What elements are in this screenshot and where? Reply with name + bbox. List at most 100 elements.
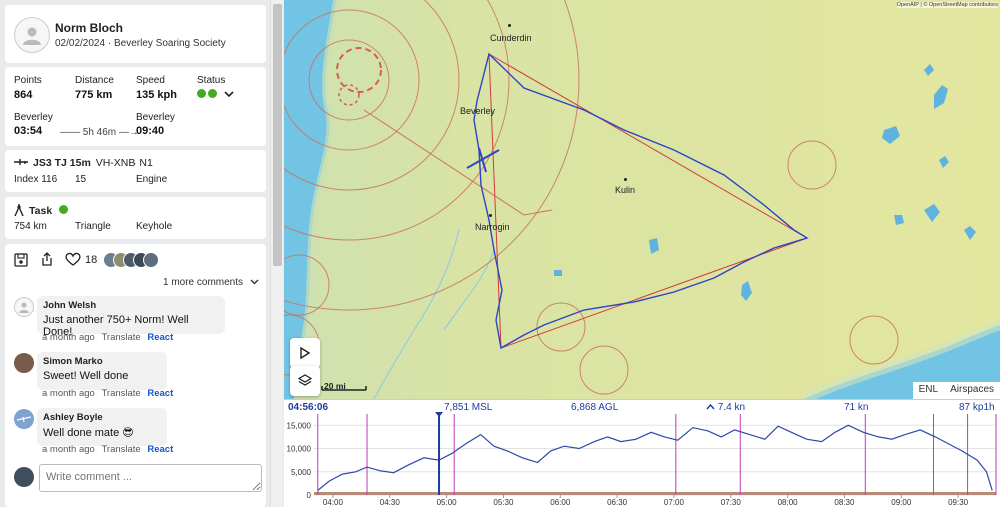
x-tick-label: 09:30: [948, 498, 969, 507]
sidebar-scrollbar[interactable]: [270, 0, 283, 507]
comment-text: Just another 750+ Norm! Well Done!: [43, 314, 189, 338]
commenter-avatar[interactable]: [14, 409, 34, 429]
pilot-card: Norm Bloch 02/02/2024 · Beverley Soaring…: [5, 5, 266, 63]
comment-meta: a month ago Translate React: [42, 444, 173, 455]
task-shape: Triangle: [75, 221, 111, 232]
status-indicators[interactable]: [197, 89, 234, 98]
comp-dot: ·: [133, 157, 137, 169]
y-tick-label: 10,000: [287, 445, 312, 454]
x-tick-label: 08:30: [834, 498, 855, 507]
points-label: Points: [14, 75, 42, 86]
end-place: Beverley: [136, 112, 175, 123]
town-marker: [508, 24, 511, 27]
duration-line-left: ——: [60, 127, 80, 138]
chevron-up-icon: [706, 403, 715, 410]
liker-avatars[interactable]: [103, 252, 163, 268]
comment-bubble: Simon Marko Sweet! Well done: [37, 352, 167, 390]
save-icon[interactable]: [14, 253, 28, 267]
meta-separator: ·: [107, 38, 112, 49]
share-icon[interactable]: [40, 252, 54, 266]
glider-icon: [14, 159, 28, 165]
comment-time: a month ago: [42, 332, 95, 343]
x-tick-label: 05:00: [437, 498, 458, 507]
points-value: 864: [14, 89, 33, 101]
comment-meta: a month ago Translate React: [42, 332, 173, 343]
comment-bubble: John Welsh Just another 750+ Norm! Well …: [37, 296, 225, 338]
pilot-name[interactable]: Norm Bloch: [55, 21, 124, 35]
glider-rego: VH-XNB: [95, 157, 136, 169]
club-name[interactable]: Beverley Soaring Society: [113, 38, 226, 49]
x-tick-label: 08:00: [778, 498, 799, 507]
commenter-avatar[interactable]: [14, 297, 34, 317]
comment-text: Sweet! Well done: [43, 370, 129, 382]
time-cursor-handle: [435, 412, 444, 417]
x-tick-label: 07:00: [664, 498, 685, 507]
play-button[interactable]: [290, 338, 320, 368]
commenter-avatar[interactable]: [14, 353, 34, 373]
altitude-series-line: [317, 424, 993, 491]
glider-card: JS3 TJ 15m VH-XNB · N1 Index 116 15 Engi…: [5, 150, 266, 192]
start-time: 03:54: [14, 125, 43, 137]
flight-meta: 02/02/2024 · Beverley Soaring Society: [55, 38, 226, 49]
task-status-dot: [59, 205, 68, 214]
distance-value: 775 km: [75, 89, 113, 101]
y-tick-label: 15,000: [287, 421, 312, 430]
glider-engine: Engine: [136, 174, 168, 185]
map-attribution[interactable]: OpenAIP | © OpenStreetMap contributors: [896, 2, 998, 8]
readout-vario: 7.4 kn: [706, 402, 745, 413]
heart-icon[interactable]: [65, 252, 81, 266]
compass-icon: [14, 204, 24, 216]
tab-enl[interactable]: ENL: [918, 384, 939, 395]
y-tick-label: 5,000: [291, 468, 312, 477]
distance-label: Distance: [75, 75, 114, 86]
react-link[interactable]: React: [147, 332, 174, 343]
x-tick-label: 06:00: [550, 498, 571, 507]
speed-value: 135 kph: [136, 89, 177, 101]
readout-msl: 7,851 MSL: [444, 402, 493, 413]
translate-link[interactable]: Translate: [101, 388, 141, 399]
user-icon: [19, 302, 29, 313]
x-tick-label: 07:30: [721, 498, 742, 507]
altitude-chart[interactable]: 04:56:06 7,851 MSL 6,868 AGL 7.4 kn 71 k…: [284, 399, 1000, 507]
current-user-avatar: [14, 467, 34, 487]
commenter-name[interactable]: Ashley Boyle: [43, 412, 103, 423]
more-comments-label: 1 more comments: [163, 277, 244, 288]
duration-value: 5h 46m: [82, 127, 117, 138]
flight-date: 02/02/2024: [55, 38, 106, 49]
map-layer-tabs: ENL Airspaces: [912, 382, 1000, 399]
task-turnpoint-type: Keyhole: [136, 221, 173, 232]
x-tick-label: 04:00: [323, 498, 344, 507]
pilot-avatar[interactable]: [14, 17, 50, 53]
end-time: 09:40: [136, 125, 165, 137]
translate-link[interactable]: Translate: [101, 444, 141, 455]
comment-time: a month ago: [42, 388, 95, 399]
town-marker: [489, 214, 492, 217]
readout-agl: 6,868 AGL: [571, 402, 619, 413]
layers-button[interactable]: [290, 366, 320, 396]
town-marker: [624, 178, 627, 181]
flight-map[interactable]: OpenAIP | © OpenStreetMap contributors C…: [284, 0, 1000, 399]
readout-speed: 87 kp1h: [959, 402, 995, 413]
glider-comp: · N1: [133, 157, 153, 169]
readout-time: 04:56:06: [288, 402, 329, 413]
x-tick-label: 06:30: [607, 498, 628, 507]
liker-avatar: [143, 252, 159, 268]
react-link[interactable]: React: [147, 444, 174, 455]
x-tick-label: 05:30: [493, 498, 514, 507]
glider-span: 15: [75, 174, 87, 185]
task-card[interactable]: Task 754 km Triangle Keyhole: [5, 197, 266, 239]
more-comments-toggle[interactable]: 1 more comments: [163, 277, 259, 288]
comment-meta: a month ago Translate React: [42, 388, 173, 399]
commenter-name[interactable]: John Welsh: [43, 300, 97, 311]
comment-input[interactable]: [39, 464, 262, 492]
speed-label: Speed: [136, 75, 165, 86]
scrollbar-thumb[interactable]: [273, 4, 282, 266]
like-count[interactable]: 18: [85, 254, 98, 266]
react-link[interactable]: React: [147, 388, 174, 399]
duration: —— 5h 46m —→: [60, 127, 139, 138]
translate-link[interactable]: Translate: [101, 332, 141, 343]
glider-line: JS3 TJ 15m VH-XNB: [33, 157, 135, 169]
commenter-name[interactable]: Simon Marko: [43, 356, 103, 367]
tab-airspaces[interactable]: Airspaces: [950, 384, 994, 395]
x-tick-label: 09:00: [891, 498, 912, 507]
